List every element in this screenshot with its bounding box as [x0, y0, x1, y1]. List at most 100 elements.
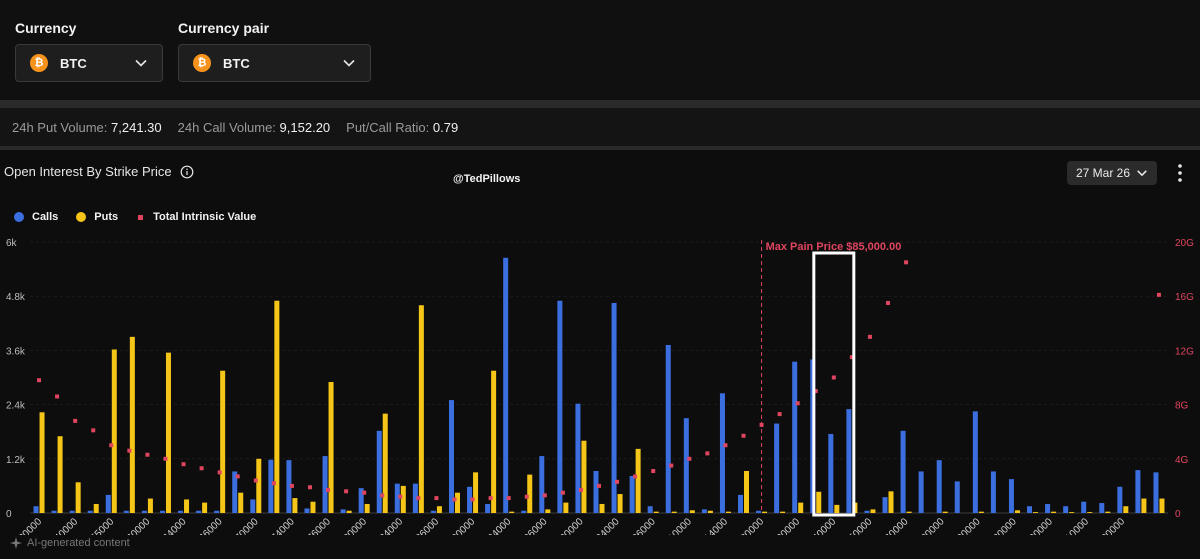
tiv-point: [705, 451, 710, 456]
tiv-point: [380, 493, 385, 498]
tiv-point: [37, 378, 42, 383]
legend-puts[interactable]: Puts: [76, 211, 118, 223]
puts-bar: [798, 502, 804, 513]
puts-bar: [942, 511, 948, 513]
tiv-point: [488, 496, 493, 501]
y-right-tick-label: 12G: [1175, 346, 1194, 357]
calls-bar: [539, 456, 545, 513]
calls-bar: [123, 510, 129, 513]
calls-bar: [196, 510, 202, 513]
more-options-icon[interactable]: [1172, 163, 1188, 183]
puts-bar: [527, 474, 533, 513]
puts-bar: [581, 440, 587, 513]
calls-bar: [87, 510, 93, 513]
calls-bar: [503, 257, 509, 513]
puts-bar: [780, 511, 786, 513]
calls-bar: [232, 471, 238, 513]
tiv-point: [398, 494, 403, 499]
tiv-point: [795, 401, 800, 406]
calls-bar: [105, 494, 111, 513]
calls-bar: [159, 510, 165, 513]
x-tick-label: 40000: [53, 516, 81, 535]
tiv-point: [73, 418, 78, 423]
info-icon[interactable]: [180, 165, 194, 179]
x-tick-label: 76000: [305, 516, 333, 535]
x-tick-label: 55000: [89, 516, 117, 535]
chart-title: Open Interest By Strike Price: [4, 164, 194, 179]
open-interest-chart: 0 1.2k 2.4k 3.6k 4.8k 6k 0 4G 8G 12G 16G 20G Max Pai…: [6, 238, 1194, 535]
calls-bar: [701, 509, 707, 513]
puts-bar: [39, 412, 45, 513]
puts-bar: [111, 349, 117, 513]
tiv-point: [597, 483, 601, 488]
expiry-date-select[interactable]: 27 Mar 26: [1067, 161, 1157, 185]
calls-bar: [69, 510, 75, 513]
puts-bar: [1141, 498, 1147, 513]
calls-bar: [214, 510, 220, 513]
legend-tiv-label: Total Intrinsic Value: [153, 211, 257, 223]
puts-bar: [310, 501, 316, 513]
tiv-point: [344, 489, 349, 494]
tiv-point: [235, 474, 240, 479]
tiv-point: [109, 443, 114, 448]
calls-bar: [882, 497, 888, 513]
tiv-point: [289, 483, 294, 488]
puts-bar: [57, 436, 63, 513]
max-pain-label: Max Pain Price $85,000.00: [766, 241, 902, 253]
calls-bar: [900, 430, 906, 513]
calls-bar: [521, 510, 527, 513]
x-tick-label: 220000: [987, 516, 1019, 535]
puts-bar: [635, 448, 641, 513]
legend-tiv[interactable]: Total Intrinsic Value: [136, 211, 256, 223]
x-tick-label: 140000: [807, 516, 839, 535]
calls-bar: [1099, 503, 1105, 513]
puts-bar: [238, 492, 244, 513]
call-volume-label: 24h Call Volume:: [177, 119, 276, 135]
x-tick-label: 120000: [735, 516, 767, 535]
puts-bar: [617, 494, 623, 513]
put-volume-label: 24h Put Volume:: [12, 119, 108, 135]
calls-bar: [828, 433, 834, 513]
x-tick-label: 64000: [161, 516, 189, 535]
chart-title-text: Open Interest By Strike Price: [4, 164, 172, 179]
tiv-point: [91, 428, 96, 433]
puts-bar: [165, 352, 171, 513]
calls-bar: [954, 481, 960, 513]
tiv-point: [217, 470, 222, 475]
puts-bar: [707, 510, 713, 513]
tiv-point: [253, 478, 258, 483]
tiv-point: [181, 462, 186, 467]
legend-calls[interactable]: Calls: [14, 211, 58, 223]
currency-pair-label: Currency pair: [178, 20, 270, 36]
divider: [0, 100, 1200, 108]
puts-bar: [1051, 511, 1057, 513]
tiv-point: [669, 463, 674, 468]
calls-bar: [846, 409, 852, 513]
calls-bar: [448, 400, 454, 513]
put-volume-stat: 24h Put Volume: 7,241.30: [12, 120, 162, 135]
puts-bar: [509, 511, 515, 513]
currency-select[interactable]: ₿ BTC: [15, 44, 163, 82]
calls-bar: [467, 486, 473, 513]
puts-bar: [382, 413, 388, 513]
tiv-point: [163, 456, 168, 461]
x-tick-label: 90000: [450, 516, 478, 535]
puts-bar: [744, 470, 750, 513]
calls-bar: [611, 302, 617, 513]
calls-bar: [286, 460, 292, 513]
currency-label: Currency: [15, 20, 77, 36]
x-tick-label: 100000: [1024, 516, 1056, 535]
calls-bar: [358, 488, 364, 513]
y-right-tick-label: 4G: [1175, 455, 1189, 466]
puts-bar: [653, 511, 659, 513]
puts-bar: [256, 458, 262, 513]
y-left-tick-label: 1.2k: [6, 455, 26, 466]
puts-bar: [689, 510, 695, 513]
currency-pair-select[interactable]: ₿ BTC: [178, 44, 371, 82]
calls-bar: [322, 456, 328, 513]
calls-bar: [990, 471, 996, 513]
y-left-tick-label: 2.4k: [6, 401, 26, 412]
puts-bar: [816, 491, 822, 513]
calls-bar: [412, 483, 418, 513]
tiv-point: [633, 474, 638, 479]
